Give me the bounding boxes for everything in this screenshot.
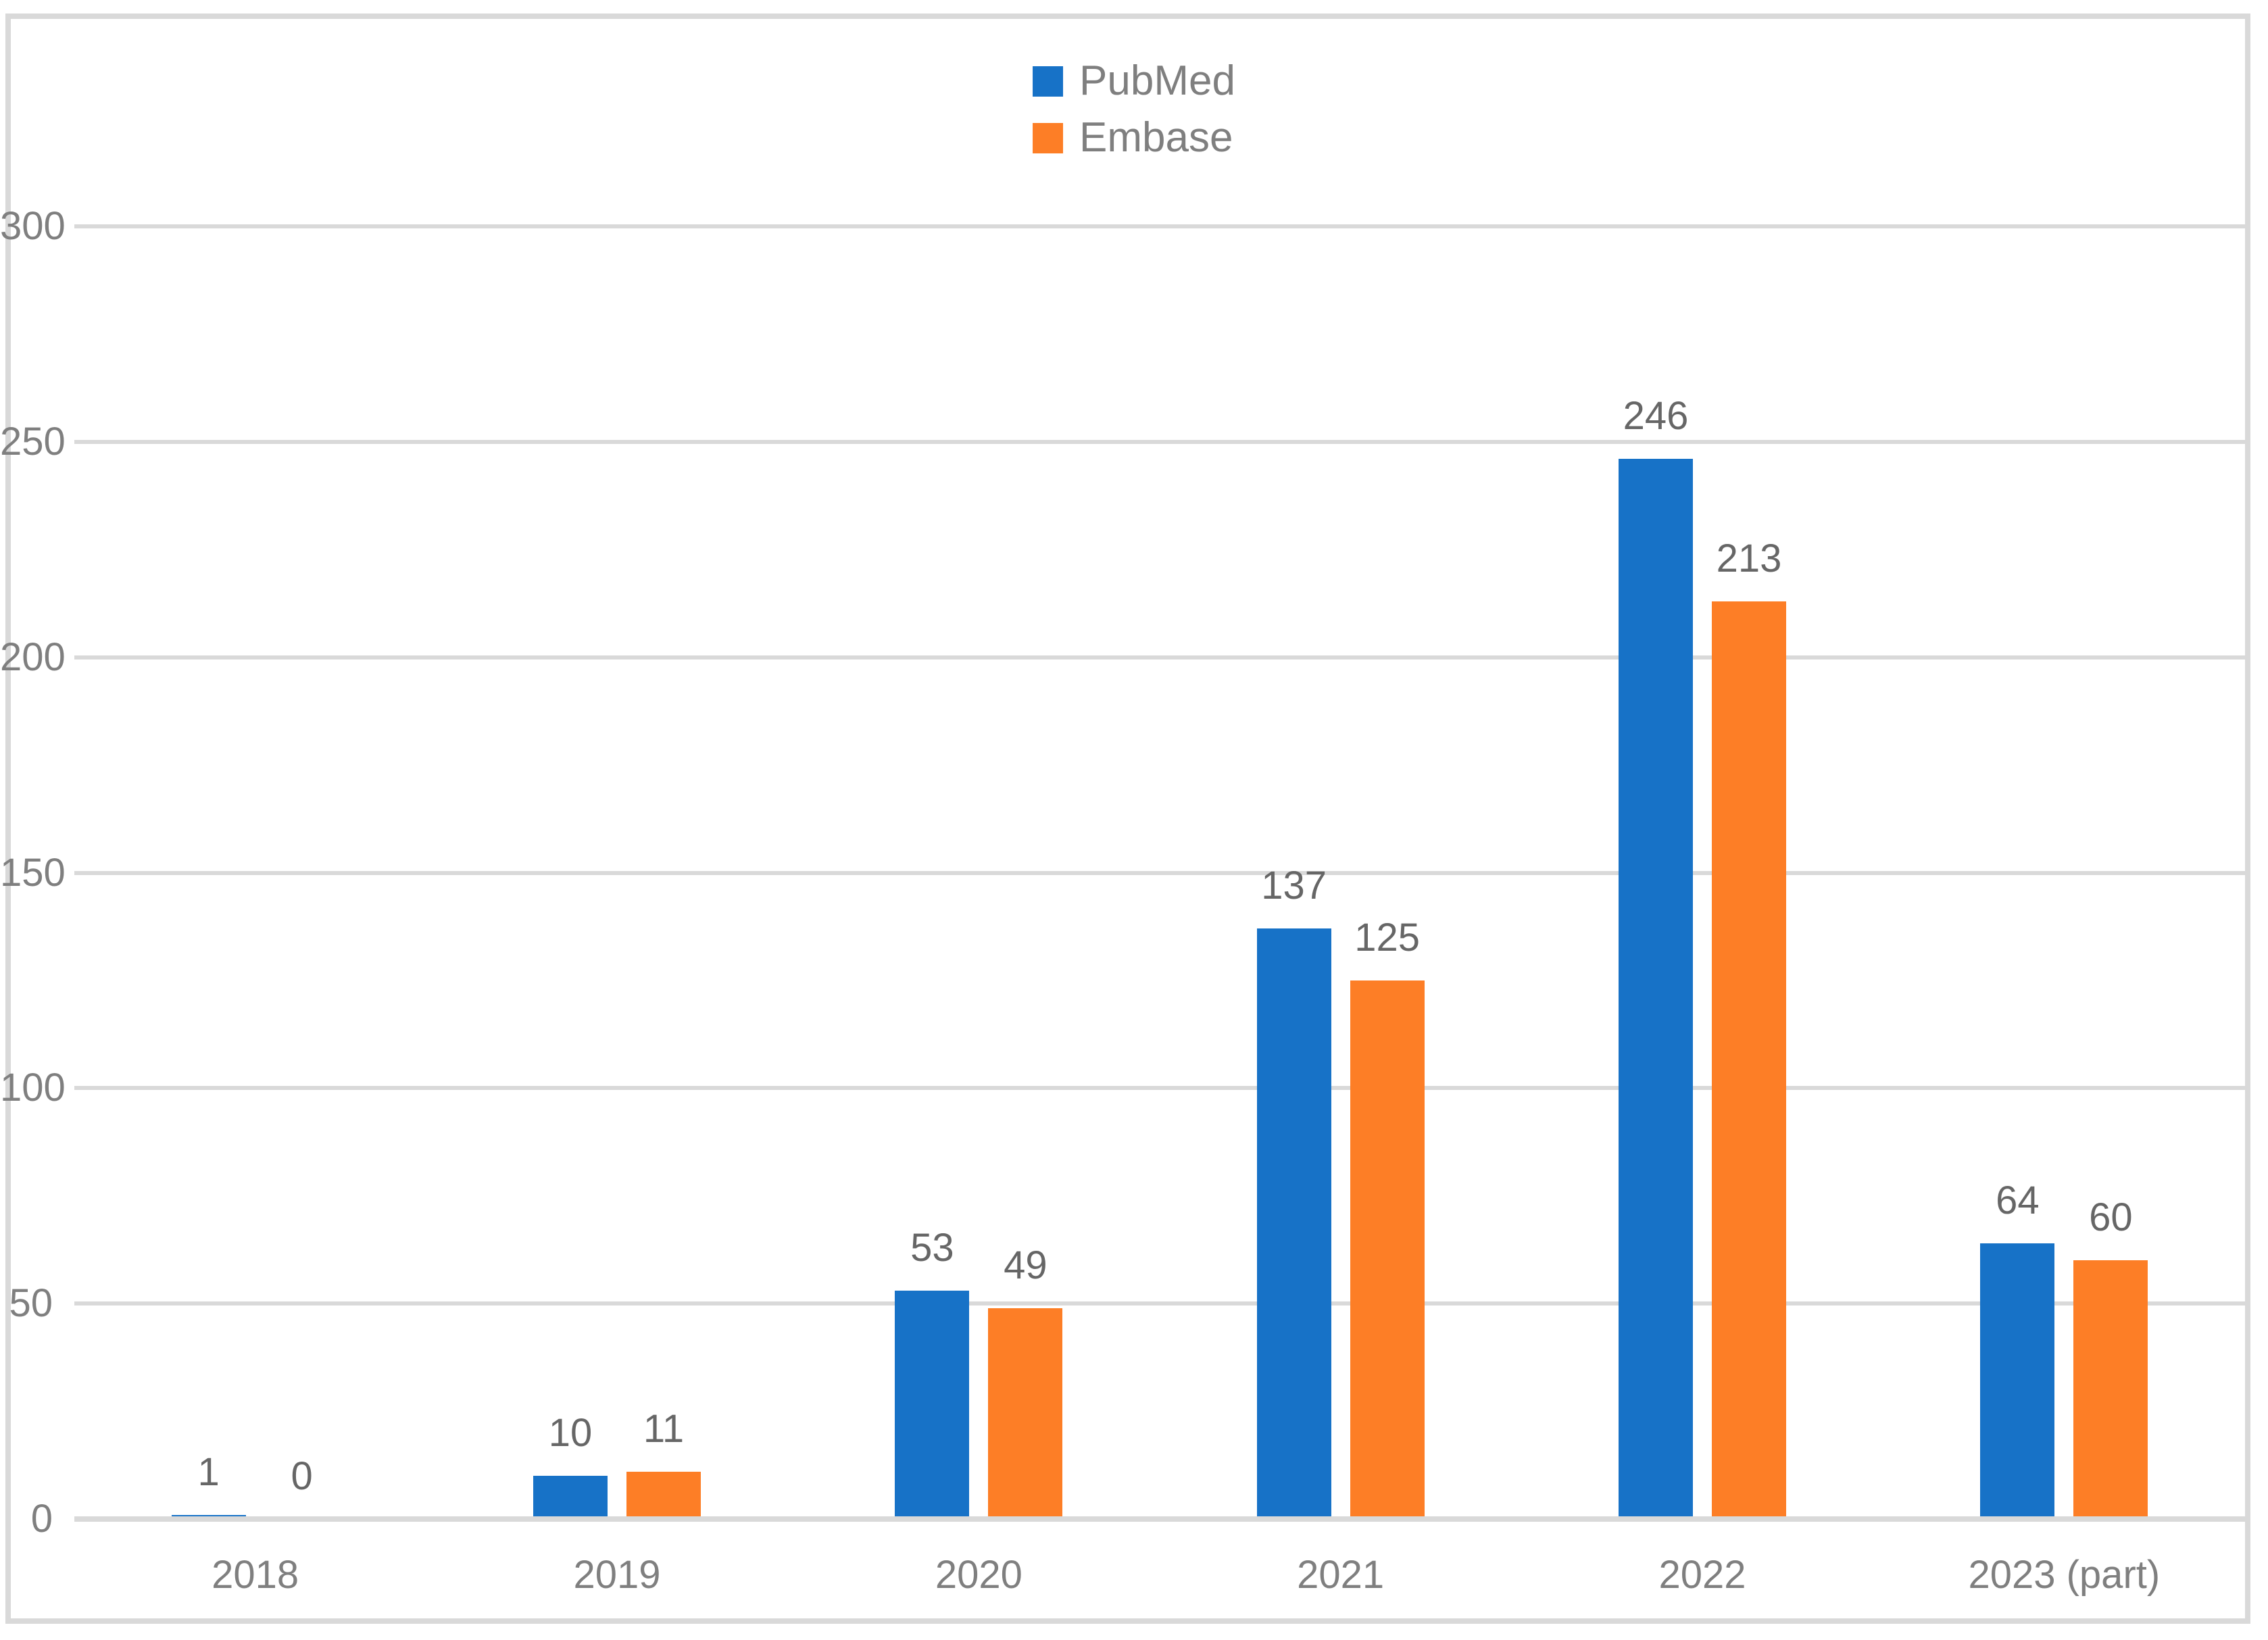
data-label-embase-2020: 49 <box>1004 1243 1047 1287</box>
data-label-embase-2021: 125 <box>1354 916 1421 960</box>
y-axis-tick-label: 300 <box>0 204 66 248</box>
x-axis-tick-label: 2021 <box>1297 1553 1385 1597</box>
x-axis-tick-label: 2023 (part) <box>1968 1553 2161 1597</box>
bar-pubmed-2019 <box>533 1476 608 1519</box>
data-label-pubmed-2023part: 64 <box>1996 1178 2040 1222</box>
bar-embase-2023part <box>2073 1260 2148 1519</box>
data-label-pubmed-2018: 1 <box>197 1450 220 1494</box>
y-axis-tick-label: 100 <box>0 1066 66 1110</box>
chart-legend: PubMed Embase <box>1033 53 1235 166</box>
legend-label: PubMed <box>1079 57 1235 104</box>
data-label-pubmed-2020: 53 <box>910 1226 954 1270</box>
legend-item-pubmed: PubMed <box>1033 53 1235 109</box>
gridline-250 <box>74 439 2245 444</box>
data-label-embase-2023part: 60 <box>2089 1195 2133 1239</box>
bar-pubmed-2020 <box>895 1291 970 1519</box>
x-axis-tick-label: 2022 <box>1658 1553 1746 1597</box>
bar-embase-2022 <box>1712 601 1786 1519</box>
legend-swatch-icon <box>1033 122 1064 153</box>
gridline-150 <box>74 870 2245 875</box>
y-axis-tick-label: 150 <box>0 850 66 895</box>
legend-swatch-icon <box>1033 66 1064 97</box>
bar-embase-2019 <box>626 1472 701 1519</box>
y-axis-tick-label: 50 <box>9 1281 53 1326</box>
data-label-embase-2018: 0 <box>291 1454 313 1498</box>
x-axis-tick-label: 2019 <box>573 1553 661 1597</box>
bar-pubmed-2023part <box>1980 1243 2055 1519</box>
y-axis-tick-label: 200 <box>0 635 66 679</box>
bar-embase-2020 <box>988 1308 1063 1519</box>
x-axis-line <box>74 1516 2245 1522</box>
gridline-200 <box>74 655 2245 660</box>
data-label-embase-2022: 213 <box>1716 537 1782 580</box>
data-label-embase-2019: 11 <box>643 1407 685 1451</box>
gridline-100 <box>74 1086 2245 1091</box>
bar-pubmed-2022 <box>1619 459 1693 1519</box>
gridline-50 <box>74 1301 2245 1306</box>
legend-item-embase: Embase <box>1033 109 1235 166</box>
bar-pubmed-2021 <box>1256 928 1331 1519</box>
gridline-300 <box>74 224 2245 228</box>
legend-label: Embase <box>1079 114 1233 161</box>
x-axis-tick-label: 2018 <box>212 1553 299 1597</box>
data-label-pubmed-2022: 246 <box>1623 394 1689 438</box>
bar-embase-2021 <box>1350 980 1425 1519</box>
chart-frame <box>5 14 2250 1624</box>
data-label-pubmed-2021: 137 <box>1261 864 1327 908</box>
y-axis-tick-label: 0 <box>30 1497 53 1541</box>
data-label-pubmed-2019: 10 <box>548 1411 593 1455</box>
y-axis-tick-label: 250 <box>0 419 66 464</box>
x-axis-tick-label: 2020 <box>935 1553 1022 1597</box>
